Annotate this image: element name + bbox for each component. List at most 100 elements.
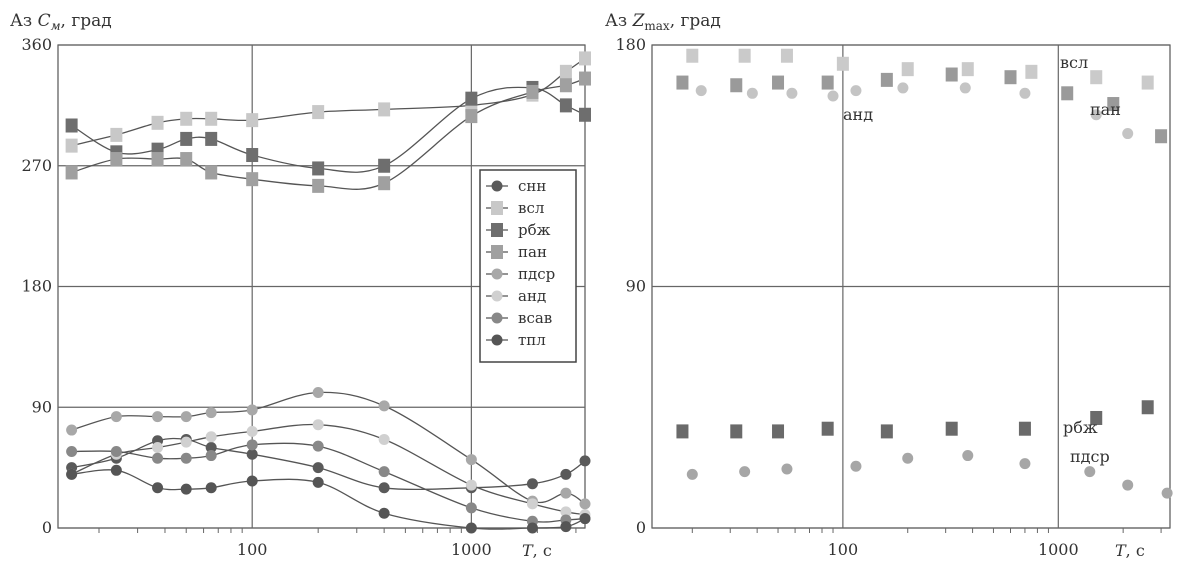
data-point-series-3 [579,71,591,86]
data-point-series-4 [378,400,390,412]
y-tick-label: 90 [626,277,646,296]
data-point-series-5 [246,425,258,437]
data-point-series-1 [821,75,834,90]
data-point-series-3 [526,84,539,99]
data-point-series-3 [246,172,259,187]
data-point-series-0 [579,455,591,467]
data-point-series-3 [465,109,478,124]
data-point-series-5 [180,436,192,448]
right-chart-markers [676,48,1173,499]
data-point-series-3 [110,152,123,167]
legend-marker [491,223,503,237]
data-point-series-5 [465,479,477,491]
data-point-series-1 [151,115,164,130]
legend-label: снн [518,177,546,195]
annotation-and: анд [843,105,873,124]
y-tick-label: 0 [636,518,646,537]
annotation-vsl: всл [1060,53,1088,72]
data-point-series-4 [1084,466,1096,478]
data-point-series-4 [686,468,698,480]
data-point-series-1 [65,138,78,153]
data-point-series-0 [526,478,538,490]
data-point-series-2 [897,82,909,94]
data-point-series-3 [730,424,743,439]
data-point-series-1 [246,113,259,128]
legend-label: тпл [518,331,546,349]
data-point-series-1 [1155,129,1168,144]
y-tick-label: 180 [615,35,646,54]
left-chart-tick-labels: 0 90 180 270 360 100 1000 [21,35,491,559]
data-point-series-0 [246,448,258,460]
data-point-series-4 [1161,487,1173,499]
data-point-series-4 [66,424,78,436]
data-point-series-4 [465,454,477,466]
data-point-series-1 [180,111,193,126]
data-point-series-4 [781,463,793,475]
data-point-series-1 [559,64,572,79]
data-point-series-4 [205,407,217,419]
data-point-series-0 [1141,75,1154,90]
data-point-series-1 [378,102,391,117]
y-tick-label: 180 [21,277,52,296]
data-point-series-2 [579,107,591,122]
legend-marker [491,201,503,215]
data-point-series-0 [560,468,572,480]
data-point-series-3 [1018,421,1031,436]
legend-label: пан [518,243,547,261]
data-point-series-3 [205,165,218,180]
data-point-series-0 [780,48,793,63]
annotation-pan: пан [1090,100,1121,119]
data-point-series-2 [786,87,798,99]
data-point-series-2 [1019,87,1031,99]
data-point-series-1 [1107,97,1120,112]
right-chart-tick-labels: 0 90 180 100 1000 [615,35,1078,559]
data-point-series-2 [65,118,78,133]
data-point-series-4 [579,498,591,510]
data-point-series-5 [526,498,538,510]
data-point-series-6 [180,452,192,464]
data-point-series-5 [560,506,572,518]
data-point-series-1 [730,78,743,93]
data-point-series-2 [465,91,478,106]
data-point-series-1 [1004,70,1017,85]
data-point-series-1 [945,67,958,82]
data-point-series-7 [560,521,572,533]
data-point-series-4 [962,450,974,462]
data-point-series-6 [246,439,258,451]
left-chart-grid [57,44,586,533]
data-point-series-4 [312,386,324,398]
legend-marker [491,312,503,324]
data-point-series-4 [152,411,164,423]
y-tick-label: 270 [21,156,52,175]
data-point-series-4 [110,411,122,423]
series-line-7 [71,469,586,530]
data-point-series-1 [205,111,218,126]
left-chart-x-axis-label: T, с [522,541,552,560]
data-point-series-7 [246,475,258,487]
legend-label: всл [518,199,544,217]
data-point-series-4 [180,411,192,423]
data-point-series-7 [110,464,122,476]
data-point-series-2 [205,131,218,146]
data-point-series-6 [378,466,390,478]
right-chart: Аз Zmax, град 0 90 180 100 1000 T, с всл пан… [605,11,1173,560]
data-point-series-7 [378,507,390,519]
data-point-series-3 [1090,410,1103,425]
data-point-series-0 [1090,70,1103,85]
data-point-series-1 [312,105,325,120]
data-point-series-3 [312,178,325,193]
data-point-series-4 [246,404,258,416]
data-point-series-2 [378,158,391,173]
legend-marker [491,290,503,302]
legend-marker [491,268,503,280]
data-point-series-3 [65,165,78,180]
legend-marker [491,245,503,259]
data-point-series-3 [1141,400,1154,415]
y-tick-label: 360 [21,35,52,54]
annotation-pdsr: пдср [1070,447,1110,466]
data-point-series-7 [180,483,192,495]
left-chart-markers [65,51,591,534]
data-point-series-1 [880,72,893,87]
series-line-0 [71,437,586,491]
data-point-series-6 [110,446,122,458]
